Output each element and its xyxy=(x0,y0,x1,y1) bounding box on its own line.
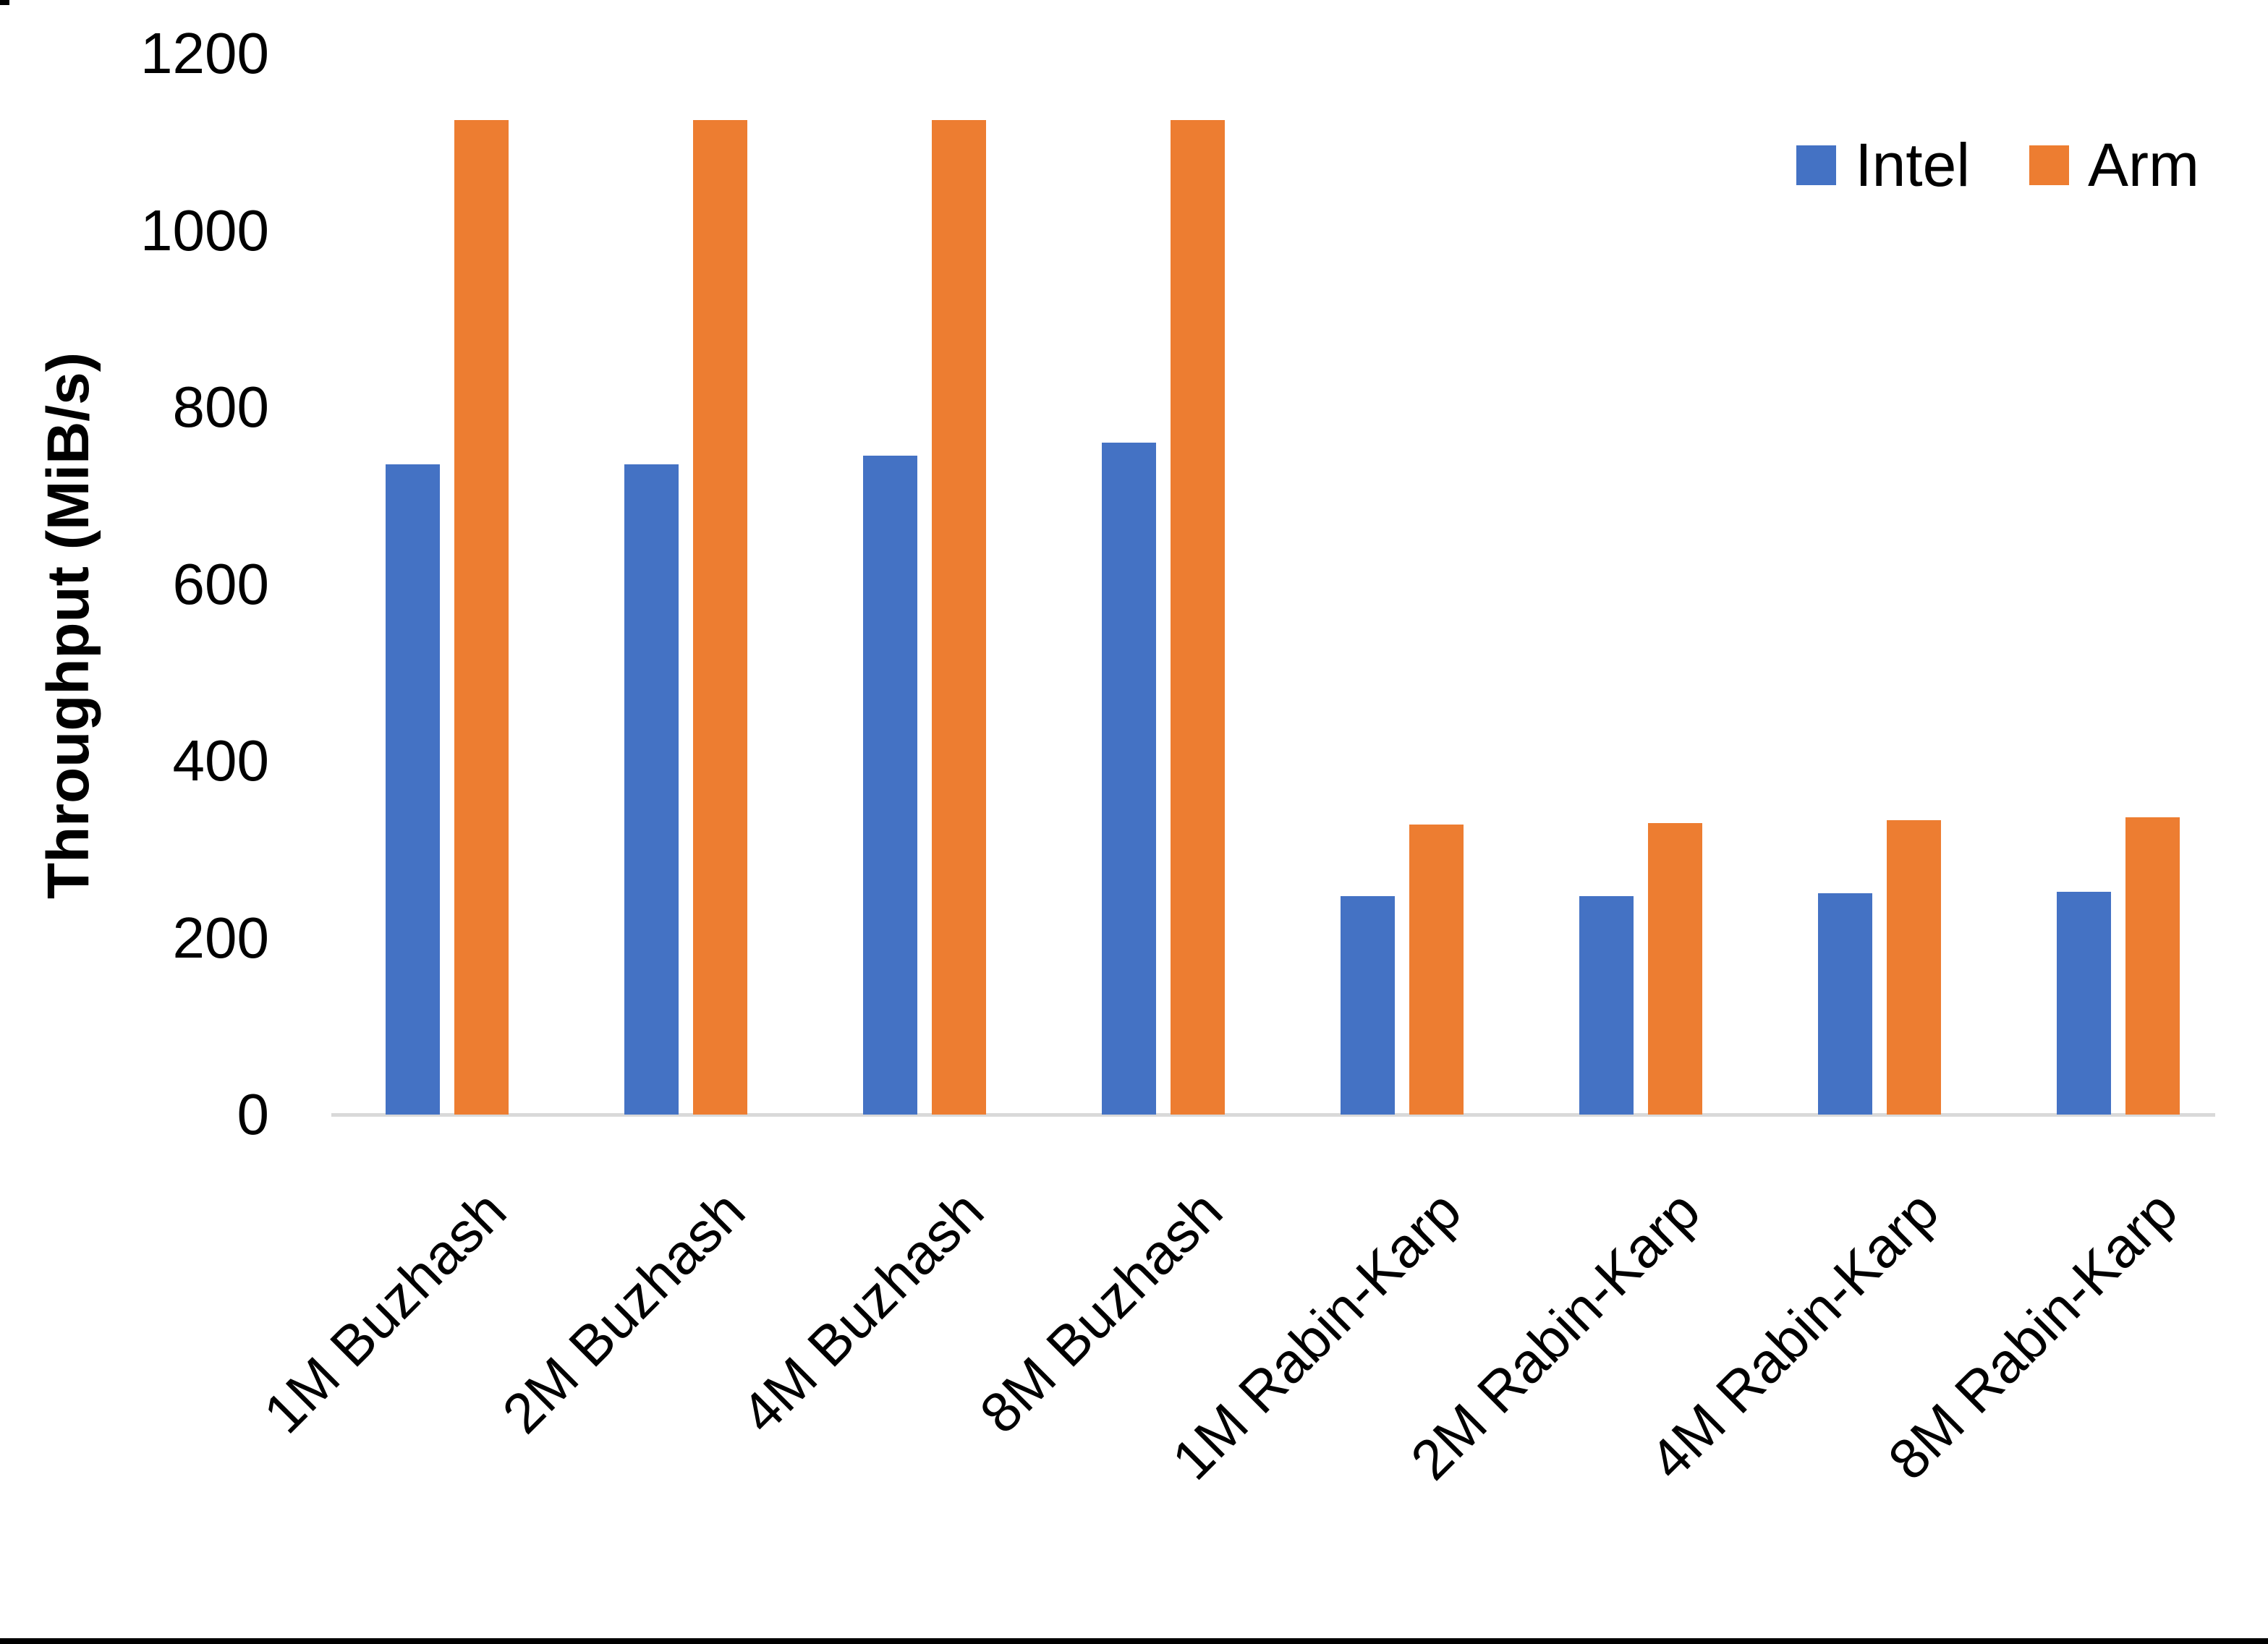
top-left-border-mark xyxy=(0,0,9,5)
bar-arm-1m-rabin-karp xyxy=(1409,825,1464,1115)
x-category-label-1m-buzhash: 1M Buzhash xyxy=(251,1178,519,1446)
x-category-label-8m-buzhash: 8M Buzhash xyxy=(967,1178,1235,1446)
y-tick-label-200: 200 xyxy=(172,905,269,970)
y-tick-label-0: 0 xyxy=(237,1082,270,1146)
bar-arm-8m-buzhash xyxy=(1171,120,1225,1115)
legend: Intel Arm xyxy=(1796,129,2199,201)
x-axis-line xyxy=(331,1113,2215,1117)
y-tick-label-1000: 1000 xyxy=(140,197,269,263)
bar-arm-1m-buzhash xyxy=(454,120,509,1115)
y-tick-label-400: 400 xyxy=(172,728,269,793)
legend-label-arm: Arm xyxy=(2088,131,2199,199)
bar-intel-1m-buzhash xyxy=(386,464,440,1115)
bottom-border xyxy=(0,1638,2268,1644)
legend-item-intel: Intel xyxy=(1796,129,1970,201)
x-category-label-4m-buzhash: 4M Buzhash xyxy=(729,1178,996,1446)
bar-arm-2m-buzhash xyxy=(693,120,747,1115)
bar-intel-2m-buzhash xyxy=(624,464,679,1115)
bar-arm-8m-rabin-karp xyxy=(2125,817,2180,1115)
bar-arm-4m-rabin-karp xyxy=(1887,820,1941,1115)
y-tick-label-800: 800 xyxy=(172,375,269,439)
legend-swatch-intel xyxy=(1796,145,1837,185)
bar-intel-8m-buzhash xyxy=(1102,443,1156,1115)
bar-intel-4m-buzhash xyxy=(863,456,917,1115)
bar-intel-4m-rabin-karp xyxy=(1818,893,1872,1115)
bar-arm-2m-rabin-karp xyxy=(1648,823,1702,1115)
bar-intel-1m-rabin-karp xyxy=(1341,896,1395,1115)
x-category-label-2m-buzhash: 2M Buzhash xyxy=(490,1178,757,1446)
y-tick-label-1200: 1200 xyxy=(140,21,269,85)
bar-intel-8m-rabin-karp xyxy=(2057,892,2111,1115)
y-tick-label-600: 600 xyxy=(172,551,269,616)
legend-label-intel: Intel xyxy=(1855,131,1971,199)
legend-swatch-arm xyxy=(2029,145,2070,185)
legend-item-arm: Arm xyxy=(2029,129,2199,201)
bar-arm-4m-buzhash xyxy=(932,120,986,1115)
bar-intel-2m-rabin-karp xyxy=(1579,896,1634,1115)
